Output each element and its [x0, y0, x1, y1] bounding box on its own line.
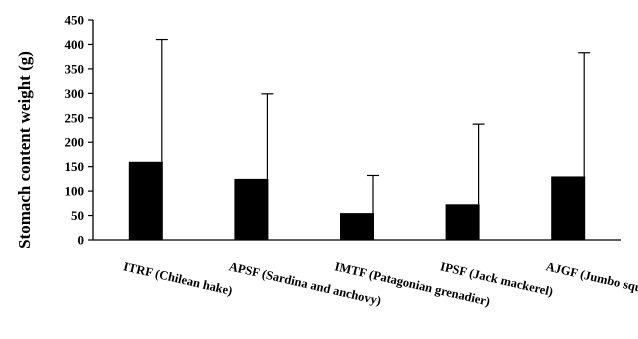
bar — [551, 176, 586, 240]
y-axis-title: Stomach content weight (g) — [15, 51, 34, 249]
y-axis-ticks: 0 50 100 150 200 250 300 350 400 450 — [65, 13, 93, 248]
x-category-label: AJGF (Jumbo squid) — [545, 259, 638, 298]
bar — [340, 213, 374, 240]
y-tick-label: 50 — [71, 208, 84, 223]
y-tick-label: 400 — [65, 37, 85, 52]
bar — [445, 204, 480, 240]
y-tick-label: 100 — [65, 184, 85, 199]
y-tick-label: 300 — [65, 86, 85, 101]
bar — [128, 161, 163, 240]
y-tick-label: 350 — [65, 61, 85, 76]
bars — [128, 161, 586, 240]
y-tick-label: 0 — [78, 233, 85, 248]
y-tick-label: 150 — [65, 159, 85, 174]
error-bars — [155, 38, 591, 214]
x-category-label: ITRF (Chilean hake) — [122, 259, 234, 298]
bar — [234, 178, 269, 240]
y-tick-label: 250 — [65, 110, 85, 125]
y-tick-label: 200 — [65, 135, 85, 150]
y-tick-label: 450 — [65, 13, 85, 28]
x-axis-labels: ITRF (Chilean hake)APSF (Sardina and anc… — [122, 259, 638, 308]
axes — [92, 20, 621, 241]
